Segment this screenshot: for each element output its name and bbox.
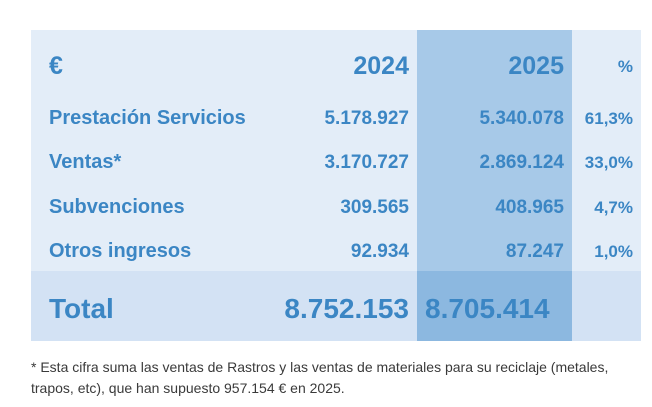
row-label: Subvenciones [49,196,185,218]
row-percent: 1,0% [594,242,633,261]
total-value-2024: 8.752.153 [284,293,409,324]
row-value-2025: 87.247 [505,241,564,262]
row-label: Ventas* [49,151,122,173]
row-value-2024: 309.565 [340,197,409,218]
row-value-2025: 5.340.078 [479,108,564,129]
row-value-2024: 5.178.927 [324,108,409,129]
row-percent: 4,7% [594,198,633,217]
footnote: * Esta cifra suma las ventas de Rastros … [31,359,609,396]
row-percent: 61,3% [584,109,633,128]
total-row-highlight-2025 [417,271,572,341]
row-percent: 33,0% [584,153,633,172]
income-table: € 2024 2025 % Prestación Servicios 5.178… [31,30,641,341]
row-label: Prestación Servicios [49,107,246,129]
year-2025-header: 2025 [508,52,564,80]
row-value-2024: 3.170.727 [324,152,409,173]
total-label: Total [49,293,114,324]
row-label: Otros ingresos [49,240,192,262]
row-value-2025: 2.869.124 [479,152,564,173]
currency-header: € [49,52,63,80]
percent-header: % [617,57,633,76]
year-2024-header: 2024 [353,52,409,80]
total-value-2025: 8.705.414 [425,293,550,324]
row-value-2024: 92.934 [350,241,409,262]
row-value-2025: 408.965 [495,197,564,218]
